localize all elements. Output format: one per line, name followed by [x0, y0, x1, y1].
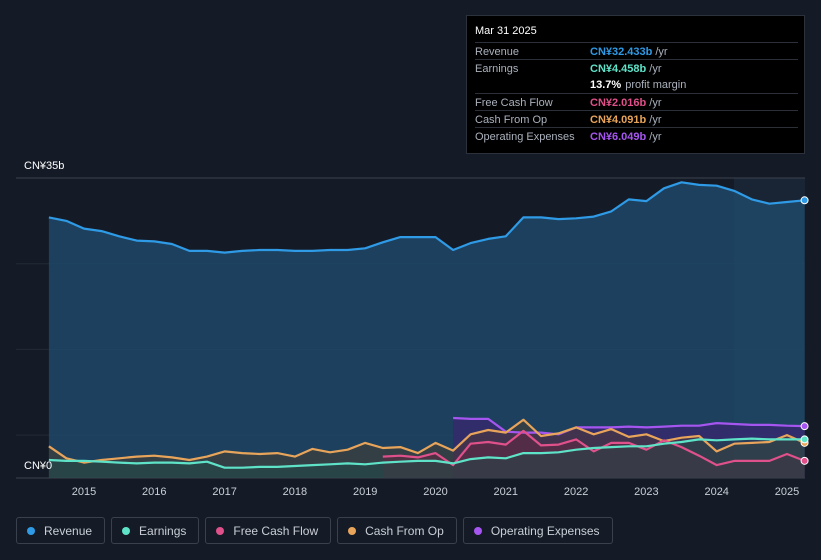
legend-dot-icon: [473, 526, 482, 535]
legend-label: Cash From Op: [365, 523, 444, 538]
legend-label: Free Cash Flow: [233, 523, 319, 538]
tooltip-value: CN¥2.016b/yr: [590, 97, 662, 109]
legend-item-free-cash-flow[interactable]: Free Cash Flow: [205, 517, 332, 544]
tooltip-value: CN¥4.458b/yr: [590, 63, 662, 75]
x-tick-label: 2023: [634, 486, 658, 498]
legend-label: Revenue: [44, 523, 93, 538]
revenue-endpoint: [800, 196, 809, 205]
tooltip-value: CN¥4.091b/yr: [590, 114, 662, 126]
y-tick-label-top: CN¥35b: [24, 160, 65, 172]
legend-dot-icon: [216, 526, 225, 535]
tooltip-row-opex: Operating Expenses CN¥6.049b/yr: [475, 127, 798, 145]
x-tick-label: 2025: [775, 486, 799, 498]
tooltip-value: CN¥32.433b/yr: [590, 46, 668, 58]
legend-item-operating-expenses[interactable]: Operating Expenses: [462, 517, 613, 544]
tooltip-label: Revenue: [475, 46, 520, 58]
tooltip-label: Free Cash Flow: [475, 97, 553, 109]
cash-from-op-line: [48, 418, 806, 464]
earnings-line: [48, 437, 805, 469]
tooltip-value: CN¥6.049b/yr: [590, 131, 662, 143]
legend: Revenue Earnings Free Cash Flow Cash Fro…: [16, 517, 613, 544]
legend-dot-icon: [27, 526, 35, 535]
x-tick-label: 2019: [353, 486, 377, 498]
tooltip-row-margin: 13.7% profit margin: [475, 76, 798, 93]
x-tick-label: 2015: [72, 486, 96, 498]
legend-item-cash-from-op[interactable]: Cash From Op: [337, 517, 457, 544]
legend-item-earnings[interactable]: Earnings: [111, 517, 200, 544]
x-tick-label: 2022: [564, 486, 588, 498]
x-tick-label: 2021: [494, 486, 518, 498]
free-cash-flow-line: [382, 429, 806, 467]
free-cash-flow-endpoint: [800, 456, 809, 465]
tooltip-row-earnings: Earnings CN¥4.458b/yr: [475, 59, 798, 77]
revenue-area: [48, 182, 805, 479]
x-tick-label: 2024: [704, 486, 728, 498]
legend-dot-icon: [348, 526, 357, 535]
legend-label: Earnings: [139, 523, 187, 538]
tooltip-row-fcf: Free Cash Flow CN¥2.016b/yr: [475, 93, 798, 111]
tooltip-panel: Mar 31 2025 Revenue CN¥32.433b/yr Earnin…: [466, 15, 805, 154]
tooltip-row-revenue: Revenue CN¥32.433b/yr: [475, 42, 798, 60]
tooltip-profit-margin: 13.7% profit margin: [590, 79, 687, 91]
x-tick-label: 2017: [212, 486, 236, 498]
legend-dot-icon: [122, 526, 131, 535]
earnings-endpoint: [800, 435, 809, 444]
x-tick-label: 2020: [423, 486, 447, 498]
operating-expenses-line: [453, 416, 805, 436]
x-tick-label: 2016: [142, 486, 166, 498]
tooltip-label: Earnings: [475, 63, 519, 75]
tooltip-label: Cash From Op: [475, 114, 548, 126]
x-tick-label: 2018: [283, 486, 307, 498]
legend-item-revenue[interactable]: Revenue: [16, 517, 106, 544]
legend-label: Operating Expenses: [490, 523, 600, 538]
y-tick-label-zero: CN¥0: [24, 460, 53, 472]
revenue-line: [48, 181, 805, 254]
tooltip-date: Mar 31 2025: [475, 25, 537, 37]
tooltip-row-cfo: Cash From Op CN¥4.091b/yr: [475, 110, 798, 128]
tooltip-label: Operating Expenses: [475, 131, 575, 143]
operating-expenses-endpoint: [800, 422, 809, 431]
